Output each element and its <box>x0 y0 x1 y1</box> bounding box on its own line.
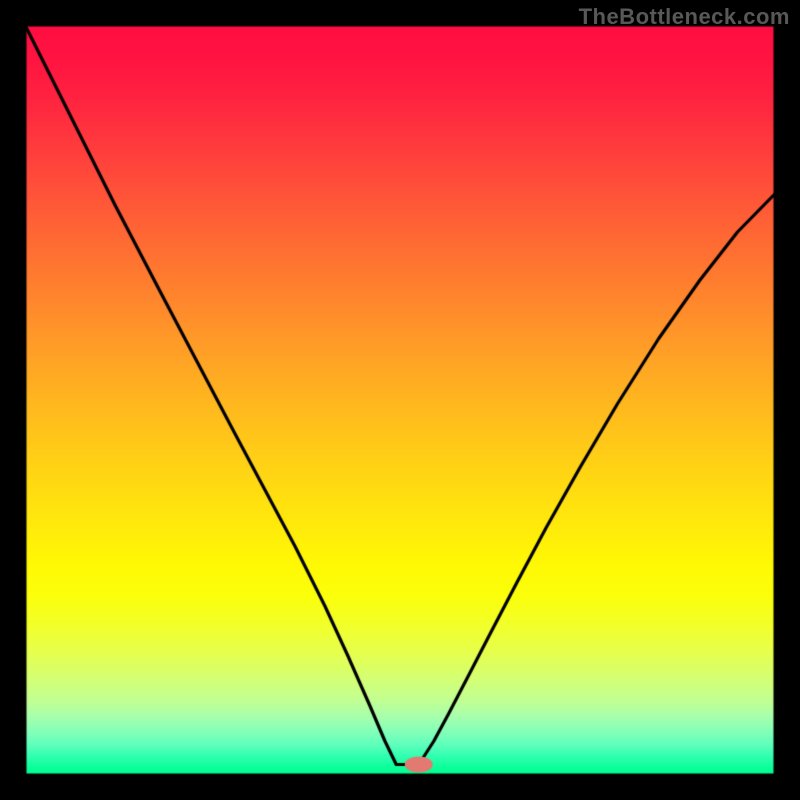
bottleneck-chart-canvas <box>0 0 800 800</box>
watermark-text: TheBottleneck.com <box>579 4 790 30</box>
chart-container: TheBottleneck.com <box>0 0 800 800</box>
